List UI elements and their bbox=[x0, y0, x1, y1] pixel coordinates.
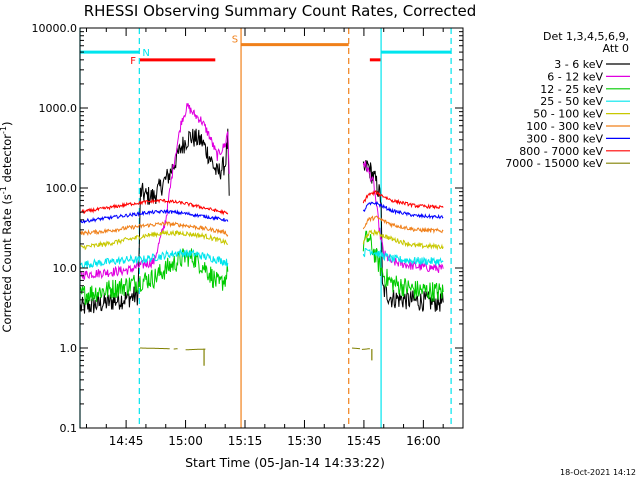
legend-label-7000-15000-kev: 7000 - 15000 keV bbox=[505, 157, 603, 170]
legend-label-300-800-kev: 300 - 800 keV bbox=[526, 132, 603, 145]
legend-header-line-2: Att 0 bbox=[603, 42, 629, 55]
x-tick-label-15-30: 15:30 bbox=[287, 434, 322, 448]
series-7000-15000-kev-segment-2 bbox=[186, 349, 206, 350]
legend-label-800-7000-kev: 800 - 7000 keV bbox=[519, 145, 603, 158]
x-tick-label-16-00: 16:00 bbox=[406, 434, 441, 448]
x-tick-label-15-00: 15:00 bbox=[168, 434, 203, 448]
x-tick-label-14-45: 14:45 bbox=[109, 434, 144, 448]
y-label-part-3: ) bbox=[0, 121, 14, 126]
flag-label-s: S bbox=[232, 35, 238, 46]
series-7000-15000-kev-segment-3 bbox=[352, 348, 360, 349]
x-tick-label-15-15: 15:15 bbox=[228, 434, 263, 448]
y-tick-label-1000-0: 1000.0 bbox=[39, 102, 78, 115]
footer-date: 18-Oct-2021 14:12 bbox=[560, 468, 636, 477]
legend-label-12-25-kev: 12 - 25 keV bbox=[540, 83, 603, 96]
series-7000-15000-kev-segment-0 bbox=[140, 348, 170, 349]
x-axis-label: Start Time (05-Jan-14 14:33:22) bbox=[185, 455, 385, 470]
y-label-part-2: detector bbox=[0, 134, 14, 186]
x-tick-label-15-45: 15:45 bbox=[347, 434, 382, 448]
legend-label-3-6-kev: 3 - 6 keV bbox=[554, 58, 603, 71]
y-tick-label-10000-0: 10000.0 bbox=[32, 22, 78, 35]
y-label-sup-2: -1 bbox=[0, 126, 8, 134]
y-axis-label: Corrected Count Rate (s-1 detector-1) bbox=[0, 121, 14, 332]
flag-label-f: F bbox=[130, 56, 136, 67]
chart-title: RHESSI Observing Summary Count Rates, Co… bbox=[84, 2, 477, 20]
y-label-part-1: Corrected Count Rate (s bbox=[0, 194, 14, 332]
legend-label-50-100-kev: 50 - 100 keV bbox=[533, 108, 603, 121]
legend-label-6-12-kev: 6 - 12 keV bbox=[547, 70, 603, 83]
legend-label-25-50-kev: 25 - 50 keV bbox=[540, 95, 603, 108]
y-label-sup-1: -1 bbox=[0, 186, 8, 194]
flag-label-n: N bbox=[142, 48, 149, 59]
y-tick-label-10-0: 10.0 bbox=[53, 262, 78, 275]
y-tick-label-1-0: 1.0 bbox=[60, 342, 78, 355]
legend-label-100-300-kev: 100 - 300 keV bbox=[526, 120, 603, 133]
y-tick-label-0-1: 0.1 bbox=[60, 422, 78, 435]
y-tick-label-100-0: 100.0 bbox=[46, 182, 78, 195]
